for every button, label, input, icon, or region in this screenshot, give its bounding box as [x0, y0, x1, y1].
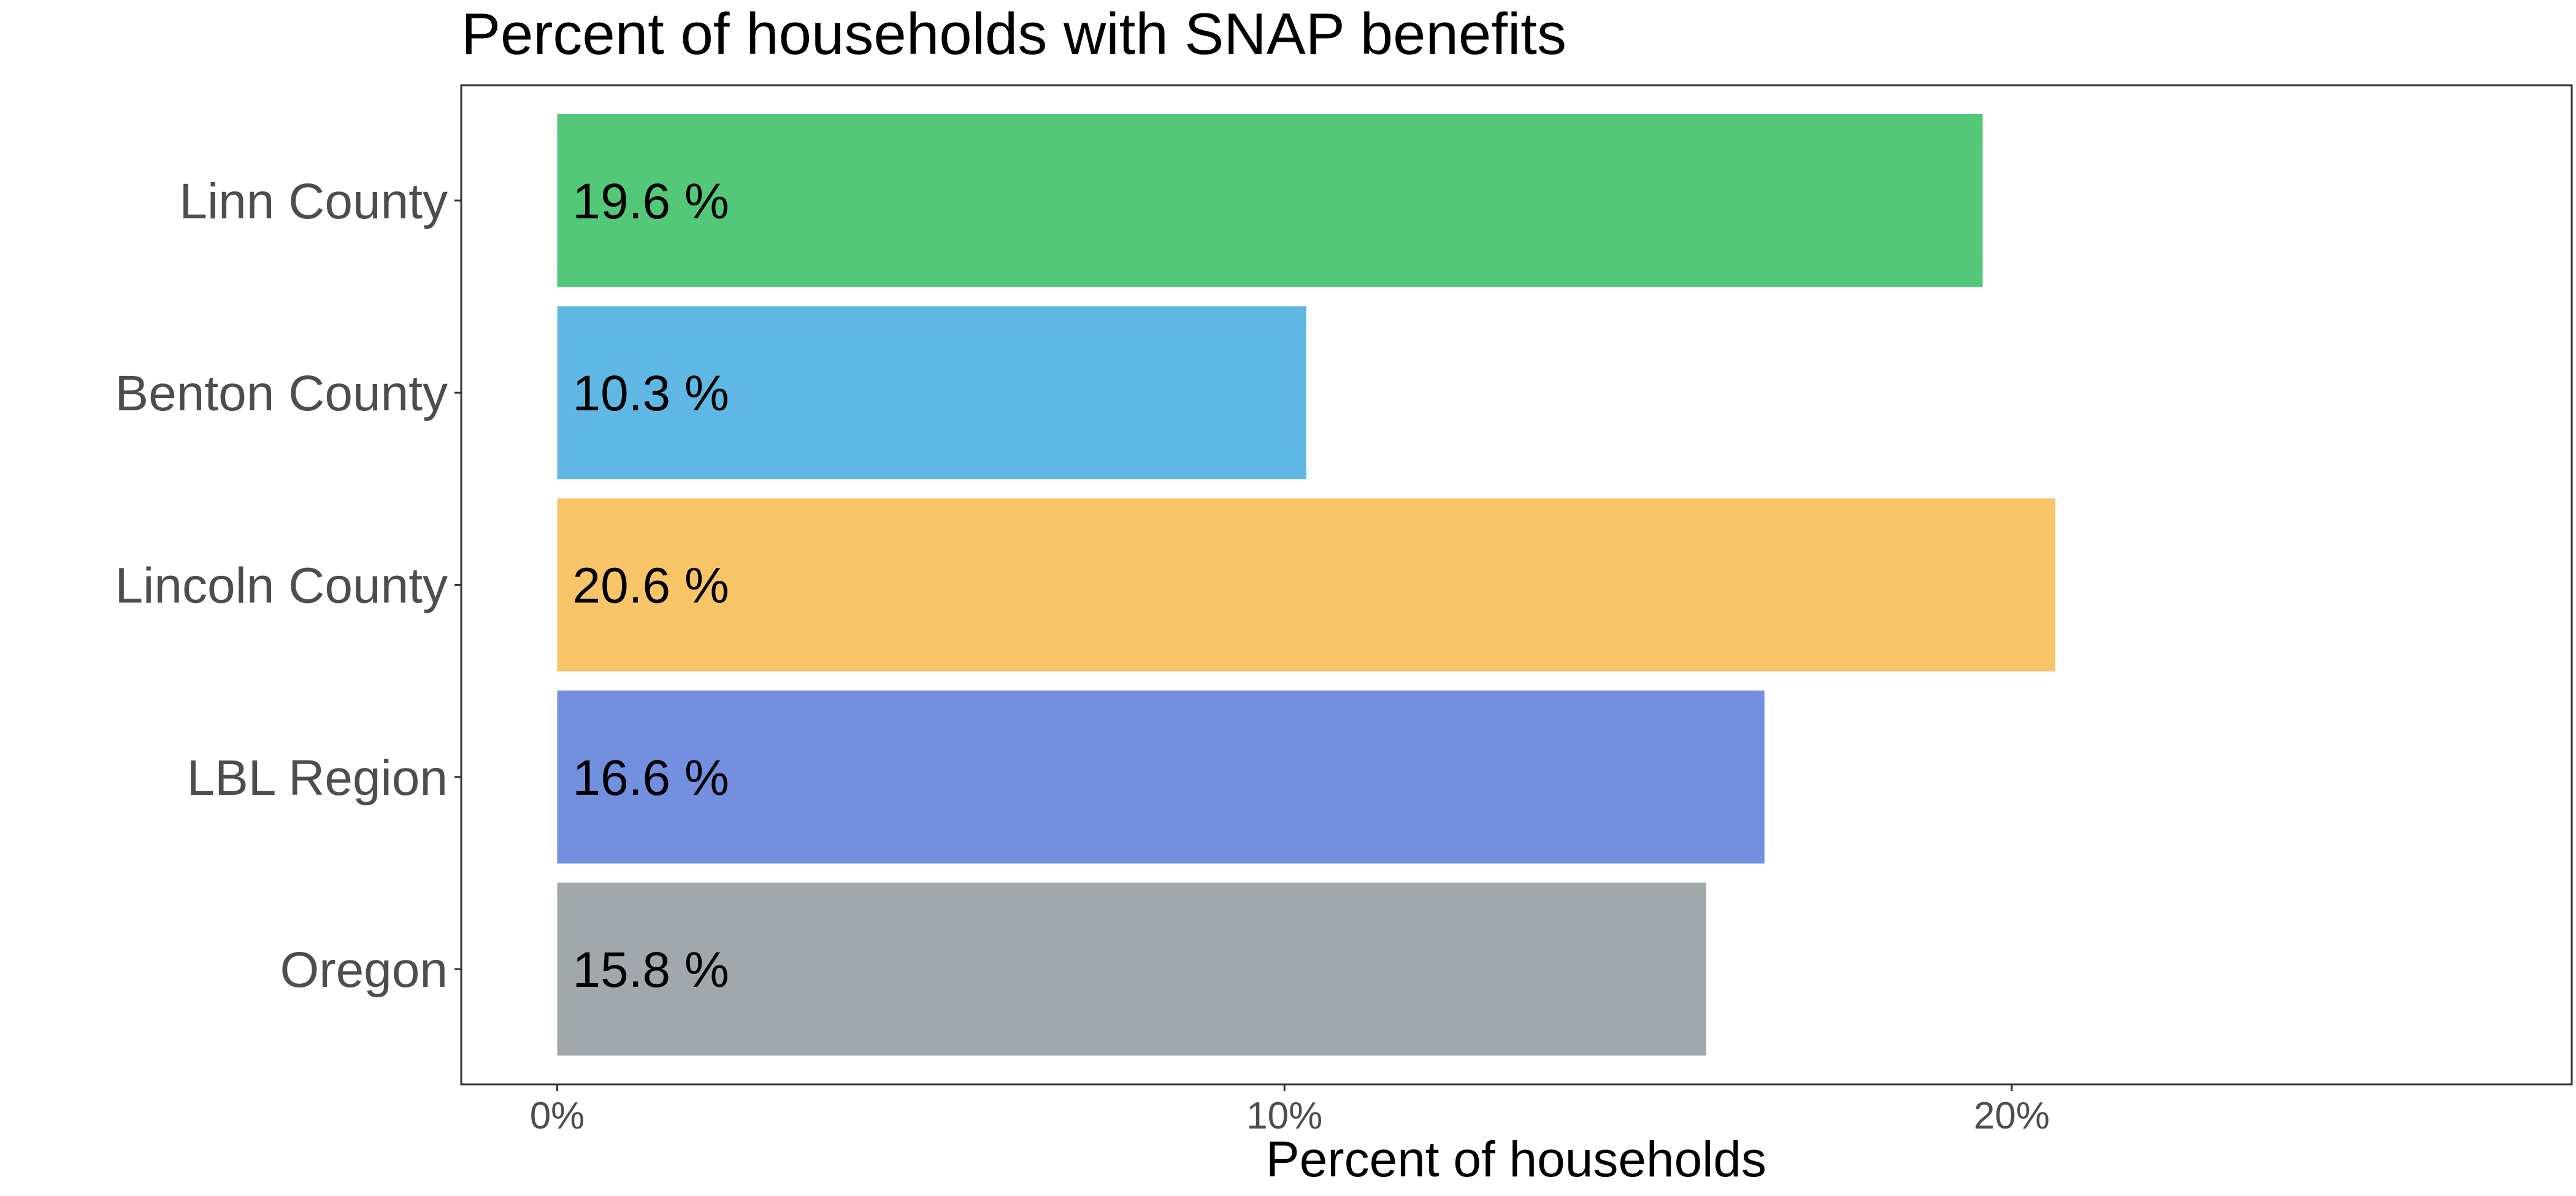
category-label-lincoln-county: Lincoln County [115, 558, 448, 614]
data-label-benton-county: 10.3 % [573, 366, 729, 421]
category-label-lbl-region: LBL Region [187, 750, 448, 806]
x-axis-title: Percent of households [1266, 1132, 1766, 1187]
x-tick-label: 10% [1246, 1095, 1322, 1137]
bar-benton-county [557, 306, 1306, 480]
y-axis: Linn County Benton County Lincoln County LB… [115, 174, 461, 998]
x-tick-label: 0% [530, 1095, 585, 1137]
bars-layer [557, 113, 2056, 1056]
bar-lbl-region [557, 690, 1765, 864]
data-labels-layer: 19.6 % 10.3 % 20.6 % 16.6 % 15.8 % [573, 174, 729, 998]
data-label-oregon: 15.8 % [573, 942, 729, 998]
bar-lincoln-county [557, 498, 2056, 672]
category-label-linn-county: Linn County [179, 174, 448, 229]
data-label-lincoln-county: 20.6 % [573, 558, 729, 614]
bar-linn-county [557, 113, 1983, 287]
data-label-linn-county: 19.6 % [573, 174, 729, 229]
x-axis: 0% 10% 20% [530, 1084, 2050, 1137]
category-label-oregon: Oregon [280, 942, 448, 998]
bar-oregon [557, 883, 1706, 1056]
data-label-lbl-region: 16.6 % [573, 750, 729, 806]
x-tick-label: 20% [1974, 1095, 2050, 1137]
category-label-benton-county: Benton County [115, 366, 448, 421]
chart-title: Percent of households with SNAP benefits [461, 1, 1566, 67]
